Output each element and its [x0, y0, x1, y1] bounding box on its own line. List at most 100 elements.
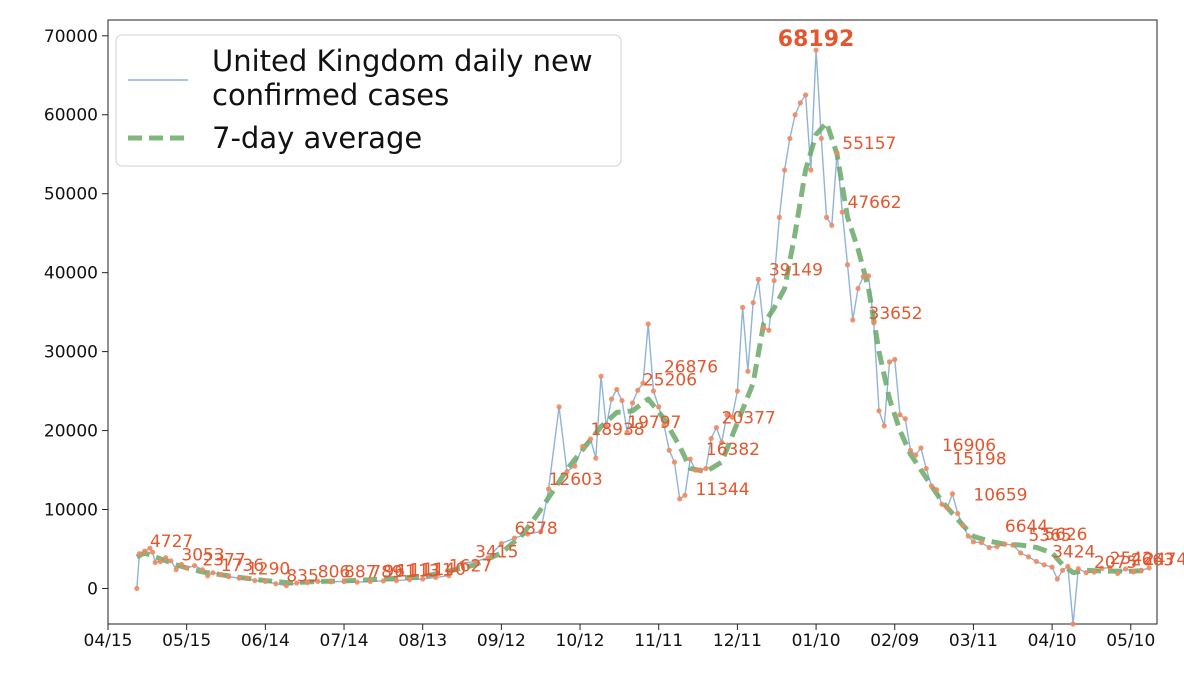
x-tick-label: 06/14 — [241, 631, 290, 651]
daily-point-marker — [587, 436, 594, 442]
x-axis: 04/15 05/15 06/14 07/14 08/13 09/12 10/12 11/11… — [84, 624, 1155, 651]
daily-point-marker — [703, 465, 709, 472]
daily-point-marker — [949, 491, 956, 497]
peak-value-label: 68192 — [778, 27, 855, 52]
daily-point-marker — [433, 574, 439, 581]
data-label: 6378 — [514, 519, 557, 539]
data-label: 1140 — [423, 560, 466, 580]
data-label: 12603 — [549, 470, 603, 490]
daily-point-marker — [367, 578, 373, 584]
daily-point-marker — [420, 576, 426, 582]
data-label: 806 — [318, 562, 350, 582]
daily-point-marker — [328, 579, 334, 585]
y-tick-label: 30000 — [44, 343, 98, 363]
daily-point-marker — [157, 559, 164, 565]
daily-point-marker — [986, 544, 992, 551]
daily-point-marker — [525, 531, 531, 537]
legend-box — [115, 34, 622, 167]
daily-point-marker — [808, 167, 814, 173]
daily-point-marker — [608, 396, 615, 402]
daily-point-marker — [913, 452, 919, 458]
daily-point-marker — [970, 539, 977, 545]
daily-point-marker — [823, 214, 830, 220]
daily-point-marker — [294, 580, 300, 586]
daily-point-marker — [580, 443, 586, 449]
daily-point-marker — [1115, 570, 1121, 577]
x-tick-label: 05/15 — [162, 631, 211, 651]
data-label: 15198 — [952, 449, 1006, 469]
daily-point-marker — [965, 533, 971, 539]
daily-point-marker — [147, 545, 153, 551]
data-label: 16382 — [706, 440, 760, 460]
daily-point-marker — [1010, 542, 1016, 548]
y-tick-label: 0 — [87, 579, 98, 599]
daily-point-marker — [614, 386, 620, 393]
data-label: 3053 — [181, 545, 224, 565]
data-label: 789 — [370, 562, 402, 582]
daily-point-marker — [661, 422, 667, 428]
daily-point-marker — [624, 429, 630, 435]
data-label: 33652 — [869, 304, 923, 324]
data-label: 961 — [383, 562, 415, 582]
x-tick-label: 05/10 — [1106, 631, 1155, 651]
daily-point-marker — [886, 359, 893, 365]
data-label: 887 — [344, 562, 376, 582]
daily-point-marker — [205, 573, 211, 579]
daily-point-marker — [142, 548, 148, 554]
legend-daily-label-line2: confirmed cases — [212, 78, 449, 112]
daily-point-marker — [776, 214, 782, 220]
daily-point-marker — [538, 529, 544, 535]
daily-point-marker — [834, 150, 840, 156]
daily-point-marker — [923, 465, 929, 472]
daily-point-marker — [729, 414, 735, 420]
daily-point-marker — [860, 274, 866, 280]
daily-point-marker — [393, 577, 400, 584]
daily-point-marker — [782, 167, 788, 173]
daily-point-marker — [740, 304, 746, 310]
daily-point-marker — [1054, 576, 1060, 582]
daily-point-marker — [666, 447, 672, 453]
data-label: 3415 — [475, 543, 518, 563]
data-label: 20377 — [722, 409, 776, 429]
daily-point-marker — [1018, 550, 1024, 556]
daily-point-marker — [902, 416, 908, 422]
data-label: 1111 — [410, 561, 453, 581]
daily-point-marker — [556, 404, 562, 410]
data-label: 1113 — [396, 562, 439, 582]
daily-point-marker — [907, 447, 914, 453]
daily-point-marker — [813, 47, 819, 53]
daily-point-marker — [511, 535, 518, 541]
daily-point-marker — [892, 356, 898, 363]
daily-point-marker — [713, 424, 720, 431]
daily-point-marker — [939, 501, 945, 507]
y-tick-label: 70000 — [44, 27, 98, 47]
daily-point-marker — [184, 565, 190, 571]
daily-point-marker — [262, 578, 268, 584]
seven-day-average-line — [135, 120, 1150, 586]
data-label: 2542 — [1110, 549, 1153, 569]
daily-point-marker — [771, 277, 777, 284]
x-tick-label: 04/15 — [84, 631, 133, 651]
daily-point-marker — [994, 544, 1000, 550]
daily-point-marker — [593, 455, 599, 461]
daily-point-marker — [645, 321, 651, 327]
daily-point-marker — [472, 558, 478, 565]
data-label: 1290 — [247, 559, 290, 579]
y-tick-label: 40000 — [44, 264, 98, 284]
daily-point-marker — [802, 92, 809, 98]
daily-point-marker — [881, 423, 887, 429]
daily-point-marker — [698, 467, 704, 473]
x-tick-label: 12/11 — [713, 631, 762, 651]
daily-point-marker — [564, 469, 570, 475]
y-tick-label: 20000 — [44, 422, 98, 442]
daily-point-marker — [844, 262, 851, 268]
daily-point-marker — [871, 320, 877, 326]
daily-point-marker — [485, 555, 491, 561]
daily-point-marker — [236, 575, 242, 581]
daily-point-marker — [755, 276, 761, 282]
data-label: 4727 — [150, 532, 193, 552]
data-label: 25206 — [643, 370, 697, 390]
daily-point-marker — [341, 578, 347, 585]
